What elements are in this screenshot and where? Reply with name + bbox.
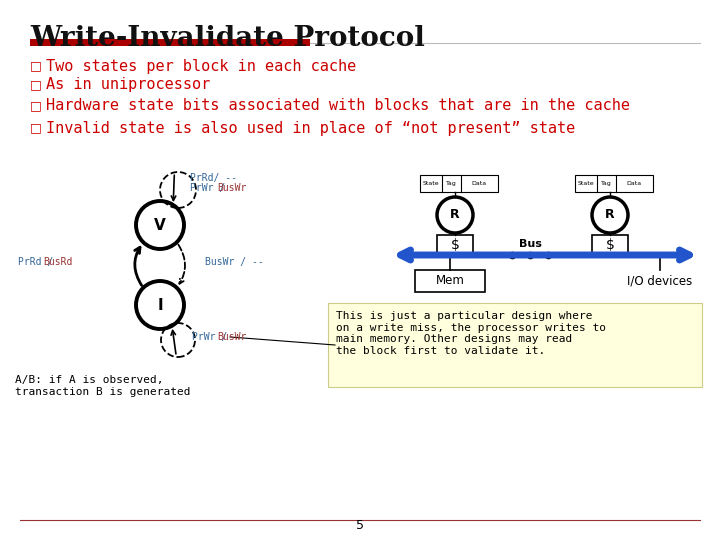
- Text: As in uniprocessor: As in uniprocessor: [46, 78, 210, 92]
- Bar: [592, 235, 628, 255]
- Text: I/O devices: I/O devices: [627, 274, 693, 287]
- Text: BusWr: BusWr: [217, 332, 246, 342]
- Text: V: V: [154, 218, 166, 233]
- Text: $: $: [451, 238, 459, 252]
- Text: PrRd /: PrRd /: [18, 257, 59, 267]
- Text: □: □: [30, 78, 42, 91]
- FancyBboxPatch shape: [328, 303, 702, 387]
- Text: State: State: [423, 181, 439, 186]
- Text: BusRd: BusRd: [43, 257, 73, 267]
- Text: Hardware state bits associated with blocks that are in the cache: Hardware state bits associated with bloc…: [46, 98, 630, 113]
- Text: Bus: Bus: [518, 239, 541, 249]
- Text: Tag: Tag: [446, 181, 456, 186]
- Text: A/B: if A is observed,
transaction B is generated: A/B: if A is observed, transaction B is …: [15, 375, 191, 396]
- Text: BusWr / --: BusWr / --: [205, 257, 264, 267]
- Text: This is just a particular design where
on a write miss, the processor writes to
: This is just a particular design where o…: [336, 311, 606, 356]
- Bar: [415, 270, 485, 292]
- Text: Data: Data: [626, 181, 642, 186]
- Bar: [420, 175, 498, 192]
- Text: Two states per block in each cache: Two states per block in each cache: [46, 58, 356, 73]
- Text: R: R: [606, 208, 615, 221]
- Text: □: □: [30, 122, 42, 134]
- Bar: [437, 235, 473, 255]
- Text: Write-Invalidate Protocol: Write-Invalidate Protocol: [30, 25, 425, 52]
- Text: R: R: [450, 208, 460, 221]
- Text: □: □: [30, 99, 42, 112]
- Text: Mem: Mem: [436, 274, 464, 287]
- Text: Data: Data: [472, 181, 487, 186]
- Text: PrRd/ --: PrRd/ --: [190, 173, 237, 183]
- Text: □: □: [30, 59, 42, 72]
- Text: I: I: [157, 298, 163, 313]
- Bar: [575, 175, 653, 192]
- Text: $: $: [606, 238, 614, 252]
- Text: Invalid state is also used in place of “not present” state: Invalid state is also used in place of “…: [46, 120, 575, 136]
- Text: PrWr /: PrWr /: [192, 332, 233, 342]
- Text: Tag: Tag: [600, 181, 611, 186]
- Bar: [30, 39, 310, 46]
- Text: BusWr: BusWr: [217, 183, 247, 193]
- Text: 5: 5: [356, 519, 364, 532]
- Text: PrWr /: PrWr /: [190, 183, 231, 193]
- Text: State: State: [577, 181, 594, 186]
